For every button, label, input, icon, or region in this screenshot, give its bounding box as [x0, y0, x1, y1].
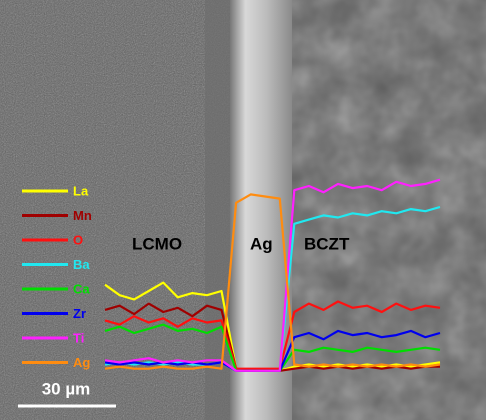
legend-label: Mn: [73, 208, 92, 223]
chart: La Mn O Ba Ca Zr Ti Ag LCMO Ag BCZT 30 µm: [0, 0, 486, 420]
legend-label: O: [73, 232, 83, 247]
region-label: Ag: [250, 234, 273, 253]
legend-label: La: [73, 183, 89, 198]
region-label: BCZT: [304, 234, 350, 253]
legend-label: Ca: [73, 281, 90, 296]
scale-bar-label: 30 µm: [42, 379, 91, 398]
legend-label: Ba: [73, 257, 90, 272]
legend-label: Ti: [73, 330, 84, 345]
legend-label: Ag: [73, 355, 90, 370]
region-label: LCMO: [132, 234, 182, 253]
legend-label: Zr: [73, 306, 86, 321]
